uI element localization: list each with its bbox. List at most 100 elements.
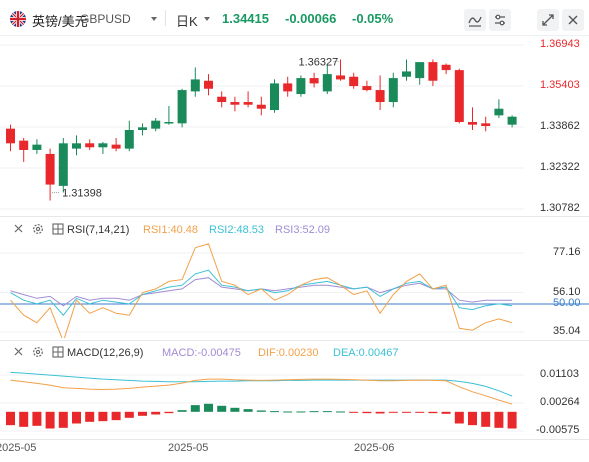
rsi1-value: RSI1:40.48 bbox=[143, 224, 199, 236]
candle-body[interactable] bbox=[415, 62, 425, 79]
rsi-tick-label: 35.04 bbox=[553, 325, 581, 337]
candle-body[interactable] bbox=[256, 104, 266, 109]
symbol-selector[interactable]: GBPUSD bbox=[80, 12, 131, 26]
candle-body[interactable] bbox=[507, 116, 517, 125]
gear-icon[interactable] bbox=[32, 223, 44, 238]
candle-body[interactable] bbox=[296, 78, 306, 95]
macd-bar bbox=[58, 411, 68, 428]
macd-bar bbox=[138, 411, 147, 416]
close-icon[interactable] bbox=[13, 223, 24, 237]
macd-label: MACD(12,26,9) bbox=[67, 347, 144, 359]
macd-bar bbox=[256, 410, 266, 412]
macd-bar bbox=[296, 411, 306, 413]
macd-bar bbox=[230, 407, 240, 412]
macd-bar bbox=[388, 411, 398, 413]
candle-body[interactable] bbox=[441, 64, 451, 71]
candle-body[interactable] bbox=[217, 96, 227, 103]
candle-body[interactable] bbox=[85, 143, 95, 148]
candle-body[interactable] bbox=[270, 83, 279, 111]
candle-body[interactable] bbox=[124, 129, 134, 149]
macd-bar bbox=[362, 411, 372, 414]
compare-icon bbox=[495, 14, 505, 26]
candle-body[interactable] bbox=[177, 90, 187, 124]
candle-body[interactable] bbox=[481, 123, 491, 127]
candle-body[interactable] bbox=[375, 90, 385, 103]
candle-body[interactable] bbox=[309, 78, 319, 84]
macd-bar bbox=[190, 405, 200, 412]
chevron-down-icon[interactable] bbox=[204, 17, 210, 21]
price-tick-label: 1.36943 bbox=[540, 38, 580, 50]
fullscreen-button[interactable] bbox=[537, 9, 559, 31]
table-icon[interactable] bbox=[52, 346, 64, 361]
candle-body[interactable] bbox=[322, 74, 332, 92]
dif-value: DIF:0.00230 bbox=[258, 347, 319, 359]
price-change: -0.00066 bbox=[285, 11, 337, 26]
rsi-lines bbox=[10, 243, 513, 338]
macd-bar bbox=[270, 411, 279, 413]
candle-body[interactable] bbox=[164, 122, 174, 124]
candlestick-chart[interactable]: 1.36327 1.31398 bbox=[0, 37, 589, 215]
macd-bar bbox=[481, 411, 491, 427]
candle-body[interactable] bbox=[468, 122, 477, 125]
macd-bar bbox=[111, 411, 121, 421]
candle-body[interactable] bbox=[336, 75, 345, 80]
macd-bar bbox=[402, 411, 411, 413]
close-icon[interactable] bbox=[13, 346, 24, 360]
candle-body[interactable] bbox=[362, 86, 372, 91]
rsi3-line bbox=[10, 277, 513, 307]
candle-body[interactable] bbox=[138, 127, 147, 130]
candle-body[interactable] bbox=[190, 79, 200, 92]
candle-body[interactable] bbox=[230, 102, 240, 105]
candle-body[interactable] bbox=[32, 144, 42, 150]
candle-body[interactable] bbox=[454, 70, 464, 123]
table-icon[interactable] bbox=[52, 223, 64, 238]
macd-tick-label: 0.00264 bbox=[540, 396, 580, 408]
gear-icon[interactable] bbox=[32, 346, 44, 361]
price-change-percent: -0.05% bbox=[352, 11, 394, 26]
candle-body[interactable] bbox=[45, 153, 55, 185]
compare-button[interactable] bbox=[489, 9, 511, 31]
macd-bar bbox=[243, 409, 253, 412]
macd-chart[interactable] bbox=[0, 361, 589, 439]
price-tick-label: 1.35403 bbox=[540, 78, 580, 91]
price-tick-label: 1.33862 bbox=[540, 120, 580, 132]
candle-body[interactable] bbox=[388, 78, 398, 103]
candle-body[interactable] bbox=[72, 143, 81, 149]
candle-body[interactable] bbox=[402, 71, 411, 77]
macd-bar bbox=[32, 411, 42, 426]
macd-bar bbox=[19, 411, 29, 427]
price-markers: 1.36327 1.31398 bbox=[52, 56, 339, 200]
candle-body[interactable] bbox=[283, 83, 293, 92]
date-label: 2025-05 bbox=[0, 442, 37, 454]
candle-body[interactable] bbox=[19, 140, 29, 150]
candle-body[interactable] bbox=[349, 76, 359, 87]
main-grid bbox=[0, 44, 524, 210]
candle-body[interactable] bbox=[428, 62, 438, 81]
candle-body[interactable] bbox=[98, 143, 108, 148]
candle-body[interactable] bbox=[58, 143, 68, 186]
candle-body[interactable] bbox=[6, 128, 15, 144]
date-axis-line bbox=[0, 439, 589, 440]
close-icon bbox=[568, 15, 578, 25]
fullscreen-icon bbox=[542, 14, 554, 26]
candle-body[interactable] bbox=[204, 80, 213, 89]
close-button[interactable] bbox=[562, 9, 584, 31]
candle-body[interactable] bbox=[494, 108, 504, 116]
candle-body[interactable] bbox=[151, 120, 161, 129]
pane-divider bbox=[0, 216, 589, 217]
uk-flag-icon bbox=[10, 11, 26, 27]
price-tick-label: 1.32322 bbox=[540, 161, 580, 173]
macd-bar bbox=[177, 410, 187, 412]
rsi-chart[interactable] bbox=[0, 238, 589, 338]
indicator-settings-button[interactable] bbox=[464, 9, 486, 31]
candle-body[interactable] bbox=[243, 102, 253, 105]
candle-body[interactable] bbox=[111, 144, 121, 149]
macd-bar bbox=[322, 411, 332, 413]
macd-bar bbox=[45, 411, 55, 429]
rsi-tick-label: 56.10 bbox=[553, 285, 581, 298]
period-selector[interactable]: 日K bbox=[176, 14, 198, 29]
divider bbox=[165, 10, 166, 26]
chevron-down-icon[interactable] bbox=[151, 17, 157, 21]
macd-bar bbox=[204, 403, 213, 412]
macd-tick-label: 0.01103 bbox=[540, 368, 579, 380]
